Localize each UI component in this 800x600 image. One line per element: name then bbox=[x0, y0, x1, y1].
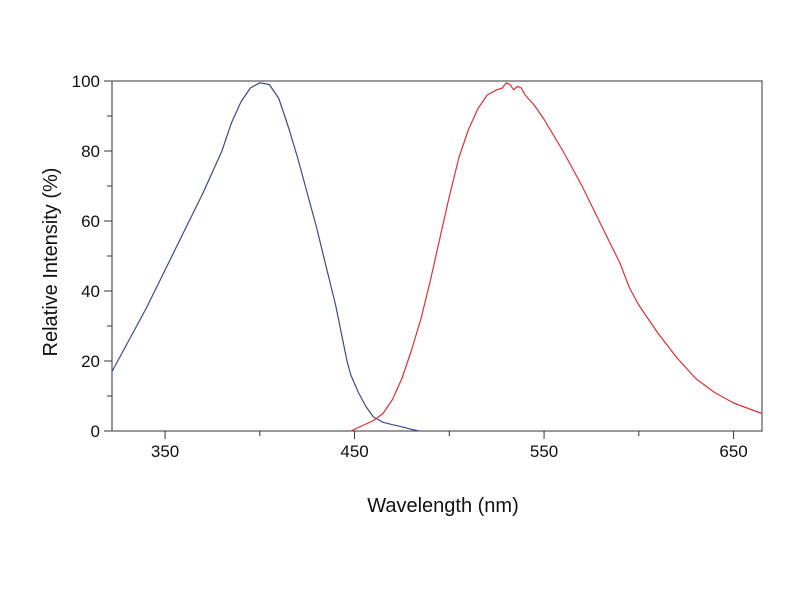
plot-frame bbox=[111, 80, 763, 432]
x-tick-label: 650 bbox=[719, 442, 747, 461]
x-tick-label: 550 bbox=[530, 442, 558, 461]
x-axis: 350 450 550 650 bbox=[151, 431, 748, 461]
x-tick-label: 350 bbox=[151, 442, 179, 461]
y-tick-label: 40 bbox=[81, 282, 100, 301]
y-tick-label: 100 bbox=[72, 72, 100, 91]
y-axis: 0 20 40 60 80 100 bbox=[72, 72, 112, 441]
x-tick-label: 450 bbox=[340, 442, 368, 461]
y-tick-label: 20 bbox=[81, 352, 100, 371]
series-line-1 bbox=[111, 82, 420, 432]
y-tick-label: 0 bbox=[91, 422, 100, 441]
y-tick-label: 60 bbox=[81, 212, 100, 231]
series-group bbox=[111, 82, 763, 432]
y-axis-title: Relative Intensity (%) bbox=[40, 168, 62, 357]
series-line-2 bbox=[350, 82, 763, 432]
x-axis-title: Wavelength (nm) bbox=[367, 495, 519, 517]
y-tick-label: 80 bbox=[81, 142, 100, 161]
